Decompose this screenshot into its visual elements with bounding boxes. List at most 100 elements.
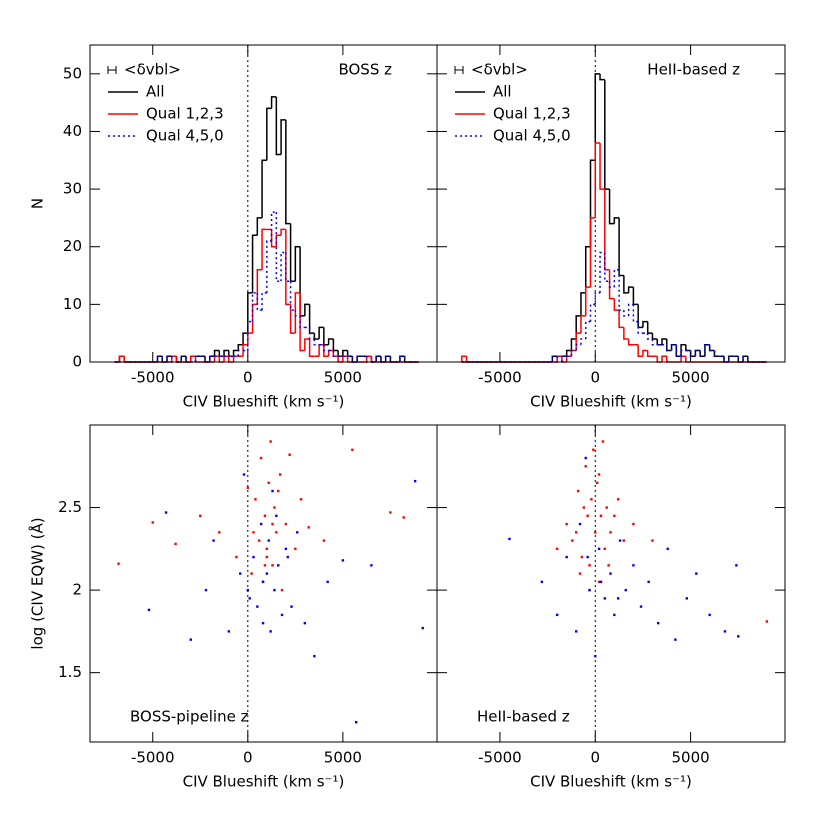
histogram-step — [280, 228, 286, 236]
point — [277, 564, 280, 567]
point — [265, 572, 269, 575]
panel: -5000 0 5000 1.5 2 2.5 BOSS-pipeline z CIV Blue… — [28, 424, 438, 791]
panel: -5000 0 5000 HeII-based z CIV Blueshift (km … — [436, 424, 786, 791]
point — [594, 531, 597, 534]
point — [265, 547, 269, 551]
point — [273, 588, 276, 592]
histogram-step — [623, 275, 629, 294]
histogram-step — [618, 310, 624, 329]
point — [389, 511, 392, 514]
point — [261, 621, 265, 625]
histogram-step — [584, 320, 591, 339]
histogram-step — [608, 189, 615, 225]
histogram-step — [675, 344, 682, 357]
point — [588, 564, 591, 567]
point — [313, 654, 316, 658]
y-axis-label: N — [29, 198, 47, 209]
legend-label: Qual 4,5,0 — [146, 127, 224, 145]
point — [235, 555, 238, 559]
point — [250, 572, 253, 575]
histogram-step — [289, 281, 296, 311]
histogram-step — [194, 355, 201, 362]
histogram-step — [118, 355, 125, 362]
point — [651, 539, 654, 542]
histogram-step — [190, 355, 196, 362]
point — [576, 489, 580, 493]
point — [117, 562, 120, 565]
point — [565, 522, 568, 526]
histogram-step — [680, 343, 686, 357]
histogram-step — [308, 327, 315, 340]
histogram-step — [270, 211, 277, 241]
point — [607, 564, 610, 567]
legend-label: All — [146, 83, 165, 101]
point — [578, 572, 582, 575]
point — [571, 539, 574, 542]
point — [565, 555, 568, 559]
histogram-step — [584, 286, 591, 316]
point — [326, 580, 329, 584]
histogram-step — [275, 234, 282, 247]
histogram-step — [580, 315, 586, 334]
histogram-step — [637, 344, 643, 357]
histogram-step — [308, 338, 315, 357]
point — [322, 539, 326, 542]
histogram-step — [642, 320, 648, 328]
point — [632, 564, 635, 567]
histogram-step — [275, 96, 282, 156]
point — [212, 539, 215, 542]
point — [580, 555, 584, 559]
point — [252, 555, 255, 559]
histogram-step — [666, 356, 672, 363]
histogram-step — [704, 343, 710, 357]
histogram-step — [294, 292, 301, 334]
point — [609, 572, 612, 575]
histogram-step — [651, 333, 658, 340]
histogram-step — [242, 343, 248, 357]
point — [594, 654, 597, 658]
point — [147, 608, 151, 612]
point — [189, 638, 192, 641]
x-tick-label: -5000 — [131, 749, 175, 767]
x-tick-label: 5000 — [672, 749, 710, 767]
point — [370, 564, 373, 567]
histogram-step — [618, 217, 624, 277]
histogram-step — [708, 344, 715, 352]
histogram-step — [237, 349, 244, 357]
point — [275, 514, 278, 518]
histogram-step — [166, 355, 172, 362]
histogram-step — [280, 119, 286, 155]
point — [613, 514, 616, 518]
x-tick-label: -5000 — [478, 749, 522, 767]
point — [269, 440, 272, 443]
histogram-step — [280, 251, 286, 282]
point — [590, 498, 593, 501]
x-tick-label: 5000 — [324, 749, 362, 767]
histogram-step — [332, 338, 339, 352]
point — [735, 564, 738, 567]
point — [656, 621, 660, 625]
histogram-step — [632, 304, 639, 323]
point — [674, 638, 677, 641]
histogram-step — [323, 344, 329, 352]
point — [259, 522, 263, 526]
point — [540, 580, 544, 584]
point — [599, 514, 603, 518]
histogram-step — [670, 343, 677, 351]
histogram-step — [661, 338, 667, 345]
point — [267, 481, 270, 484]
histogram-step — [623, 327, 629, 340]
histogram-step — [599, 73, 605, 81]
point — [723, 630, 727, 633]
legend-title: <δvbl> — [471, 61, 528, 79]
histogram-step — [266, 240, 272, 293]
point — [263, 514, 267, 518]
point — [280, 613, 284, 617]
point — [256, 605, 259, 608]
histogram-step — [323, 344, 329, 357]
histogram-step — [285, 252, 291, 283]
histogram-step — [304, 338, 310, 351]
point — [597, 580, 601, 584]
histogram-step — [266, 107, 272, 161]
